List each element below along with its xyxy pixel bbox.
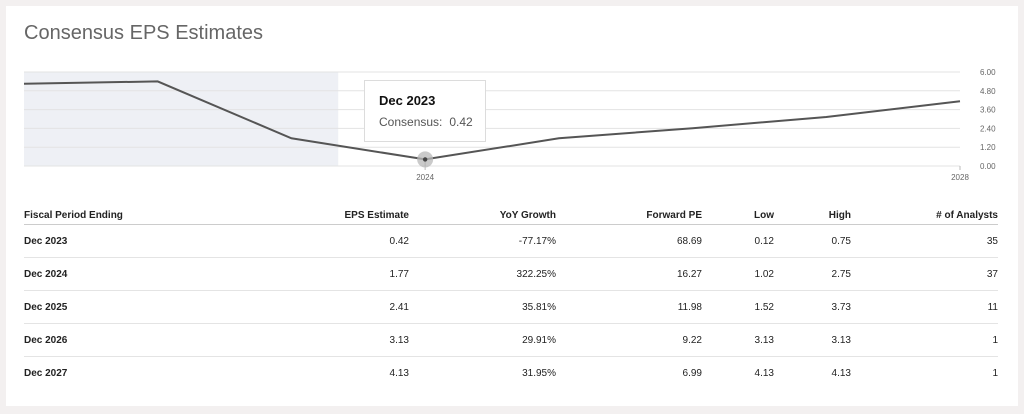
table-cell: 0.42 — [214, 224, 409, 258]
column-header: Fiscal Period Ending — [24, 206, 214, 225]
column-header: Low — [702, 206, 774, 225]
y-axis-ticks: 0.00 1.20 2.40 3.60 4.80 6.00 — [980, 68, 996, 171]
table-cell: 3.13 — [702, 323, 774, 357]
table-cell: 6.99 — [682, 367, 702, 379]
table-cell: 29.91% — [409, 323, 556, 357]
table-cell: 35 — [851, 224, 998, 258]
table-header-row: Fiscal Period Ending EPS Estimate YoY Grow… — [24, 206, 998, 225]
column-header: # of Analysts — [851, 206, 998, 225]
table-cell: 1 — [992, 367, 998, 379]
column-header: Forward PE — [556, 206, 702, 225]
table-cell: Dec 2024 — [24, 257, 214, 291]
eps-estimates-table: Fiscal Period Ending EPS Estimate YoY Grow… — [24, 206, 998, 389]
chart-grid — [24, 71, 960, 167]
table-cell: 3.13 — [214, 323, 409, 357]
tooltip-label: Consensus: — [379, 115, 443, 129]
y-tick-label: 6.00 — [980, 68, 996, 77]
eps-estimates-card: Consensus EPS Estimates 0.00 1.20 2.40 3.60… — [6, 6, 1018, 406]
table-cell: 2.41 — [214, 290, 409, 324]
chart-tooltip: Dec 2023 Consensus: 0.42 — [364, 80, 486, 142]
table-row: Dec 2024 1.77 322.25% 16.27 1.02 2.75 37 — [24, 257, 998, 291]
table-cell: 4.13 — [831, 367, 851, 379]
data-point — [422, 157, 428, 162]
y-tick-label: 2.40 — [980, 124, 996, 133]
highlight-band — [24, 72, 339, 166]
table-cell: 16.27 — [556, 257, 702, 291]
column-header: EPS Estimate — [214, 206, 409, 225]
table-cell: 1 — [851, 323, 998, 357]
column-header: High — [774, 206, 851, 225]
table-body: Dec 2023 0.42 -77.17% 68.69 0.12 0.75 35 Dec 20… — [24, 224, 998, 390]
y-tick-label: 3.60 — [980, 106, 996, 115]
table-cell: 31.95% — [522, 367, 556, 379]
tooltip-title: Dec 2023 — [379, 93, 436, 108]
table-cell: 3.13 — [774, 323, 851, 357]
eps-series-line — [23, 80, 961, 161]
column-header: YoY Growth — [409, 206, 556, 225]
table-cell: 11 — [851, 290, 998, 324]
table-row: Dec 2026 3.13 29.91% 9.22 3.13 3.13 1 — [24, 323, 998, 357]
table-cell: 1.52 — [702, 290, 774, 324]
table-cell: Dec 2023 — [24, 224, 214, 258]
x-tick-label: 2028 — [951, 173, 969, 182]
table-cell: 3.73 — [774, 290, 851, 324]
table-cell: 322.25% — [409, 257, 556, 291]
hover-marker[interactable] — [417, 151, 434, 168]
x-tick-label: 2024 — [416, 173, 434, 182]
table-cell: -77.17% — [409, 224, 556, 258]
eps-line-chart: 0.00 1.20 2.40 3.60 4.80 6.00 2024 2028 — [23, 68, 996, 182]
table-row: Dec 2027 4.13 31.95% 6.99 4.13 4.13 1 — [24, 357, 998, 390]
x-axis-ticks: 2024 2028 — [416, 166, 969, 182]
table-row: Dec 2023 0.42 -77.17% 68.69 0.12 0.75 35 — [24, 224, 998, 258]
table-cell: 4.13 — [754, 367, 774, 379]
table-cell: Dec 2027 — [24, 367, 68, 379]
table-cell: 1.77 — [214, 257, 409, 291]
y-tick-label: 0.00 — [980, 162, 996, 171]
tooltip-value: 0.42 — [449, 115, 473, 129]
table-cell: 68.69 — [556, 224, 702, 258]
table-cell: 4.13 — [389, 367, 409, 379]
table-cell: 0.75 — [774, 224, 851, 258]
table-cell: Dec 2026 — [24, 323, 214, 357]
table-row: Dec 2025 2.41 35.81% 11.98 1.52 3.73 11 — [24, 290, 998, 324]
table-cell: Dec 2025 — [24, 290, 214, 324]
y-tick-label: 1.20 — [980, 143, 996, 152]
table-cell: 37 — [851, 257, 998, 291]
table-cell: 9.22 — [556, 323, 702, 357]
y-tick-label: 4.80 — [980, 87, 996, 96]
tooltip-row: Consensus: 0.42 — [379, 115, 485, 129]
table-cell: 2.75 — [774, 257, 851, 291]
table-cell: 11.98 — [556, 290, 702, 324]
table-cell: 35.81% — [409, 290, 556, 324]
table-cell: 1.02 — [702, 257, 774, 291]
page-title: Consensus EPS Estimates — [24, 22, 263, 44]
table-cell: 0.12 — [702, 224, 774, 258]
